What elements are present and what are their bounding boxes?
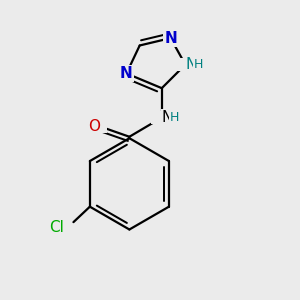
- Bar: [120, 67, 133, 80]
- Text: Cl: Cl: [49, 220, 64, 235]
- Text: N: N: [162, 110, 173, 125]
- Bar: [164, 32, 177, 45]
- Text: N: N: [164, 31, 177, 46]
- Bar: [54, 218, 72, 232]
- Text: H: H: [194, 58, 203, 71]
- Text: N: N: [185, 57, 197, 72]
- Text: O: O: [88, 119, 100, 134]
- Bar: [175, 58, 196, 71]
- Text: N: N: [120, 66, 133, 81]
- Bar: [93, 120, 106, 133]
- Bar: [152, 111, 172, 124]
- Text: H: H: [170, 111, 179, 124]
